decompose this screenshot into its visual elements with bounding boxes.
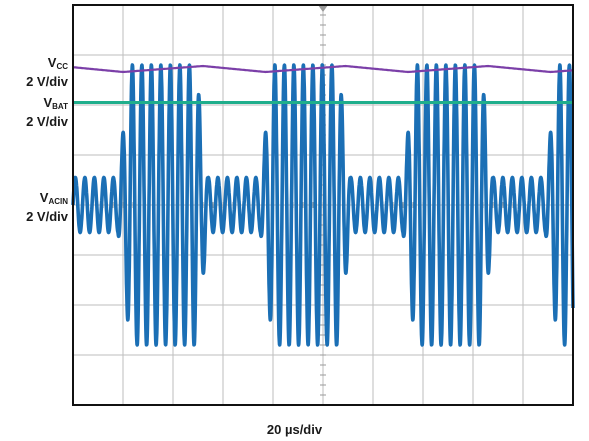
vbat-subscript: BAT <box>52 102 68 111</box>
vcc-scale: 2 V/div <box>26 74 68 89</box>
chart-traces <box>71 63 575 347</box>
vcc-label: VCC 2 V/div <box>26 55 68 89</box>
vcc-trace <box>72 64 574 74</box>
vbat-name: V <box>43 95 53 110</box>
trigger-marker <box>318 5 328 12</box>
vacin-trace <box>71 63 575 347</box>
x-axis-label: 20 µs/div <box>266 422 323 437</box>
vbat-label: VBAT 2 V/div <box>26 95 68 129</box>
plot-frame <box>72 4 574 406</box>
vbat-scale: 2 V/div <box>26 114 68 129</box>
vcc-subscript: CC <box>56 62 68 71</box>
vacin-label: VACIN 2 V/div <box>26 190 68 224</box>
vacin-name: V <box>39 190 49 205</box>
vacin-scale: 2 V/div <box>26 209 68 224</box>
vacin-subscript: ACIN <box>48 197 68 206</box>
vcc-name: V <box>47 55 57 70</box>
